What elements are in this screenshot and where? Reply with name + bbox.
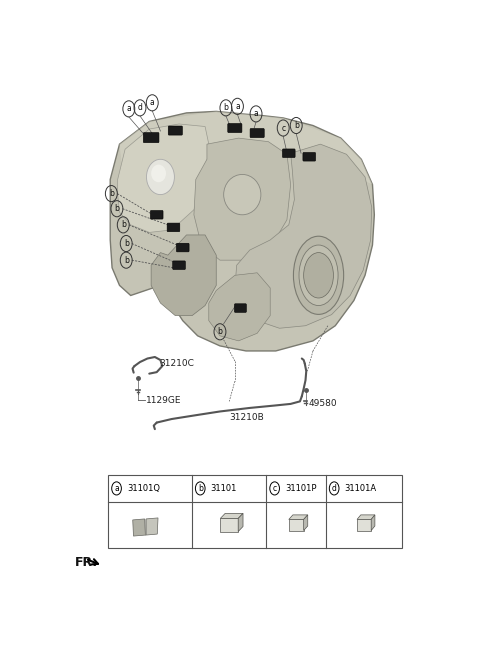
Text: b: b — [124, 255, 129, 265]
Ellipse shape — [293, 236, 344, 314]
FancyBboxPatch shape — [282, 149, 295, 158]
Polygon shape — [238, 514, 243, 531]
Text: b: b — [114, 204, 120, 214]
Text: c: c — [281, 124, 285, 132]
Text: a: a — [114, 484, 119, 493]
Text: 49580: 49580 — [309, 400, 337, 409]
Text: a: a — [126, 104, 131, 113]
Text: 31210B: 31210B — [229, 413, 264, 422]
Polygon shape — [151, 235, 216, 316]
Ellipse shape — [224, 174, 261, 215]
Polygon shape — [209, 272, 270, 341]
Polygon shape — [110, 111, 374, 351]
Text: b: b — [198, 484, 203, 493]
Text: b: b — [109, 189, 114, 198]
Text: a: a — [235, 102, 240, 111]
FancyBboxPatch shape — [144, 132, 159, 143]
Text: b: b — [217, 328, 222, 336]
Text: b: b — [121, 220, 126, 229]
Text: 31101Q: 31101Q — [127, 484, 160, 493]
Ellipse shape — [146, 159, 174, 195]
FancyBboxPatch shape — [150, 210, 163, 219]
FancyBboxPatch shape — [167, 223, 180, 232]
Text: FR.: FR. — [75, 556, 98, 569]
Text: 31101: 31101 — [211, 484, 237, 493]
Polygon shape — [235, 144, 372, 328]
FancyBboxPatch shape — [168, 126, 182, 135]
FancyBboxPatch shape — [303, 153, 315, 161]
Ellipse shape — [304, 253, 334, 298]
Text: a: a — [150, 98, 155, 107]
Text: b: b — [294, 121, 299, 130]
Text: 31210C: 31210C — [160, 358, 194, 367]
Text: a: a — [253, 109, 258, 119]
Polygon shape — [194, 138, 290, 260]
Text: 1129GE: 1129GE — [146, 396, 182, 405]
Polygon shape — [120, 111, 372, 185]
Text: d: d — [138, 103, 143, 113]
Ellipse shape — [299, 245, 338, 305]
Polygon shape — [289, 519, 304, 531]
FancyBboxPatch shape — [234, 304, 246, 312]
Polygon shape — [371, 515, 375, 531]
Polygon shape — [304, 515, 308, 531]
FancyBboxPatch shape — [250, 128, 264, 138]
FancyBboxPatch shape — [177, 243, 189, 252]
Polygon shape — [146, 518, 158, 535]
Polygon shape — [133, 519, 145, 536]
FancyBboxPatch shape — [228, 124, 242, 132]
Polygon shape — [220, 518, 238, 531]
Polygon shape — [289, 515, 308, 519]
Ellipse shape — [151, 164, 166, 182]
Text: 31101P: 31101P — [285, 484, 317, 493]
Text: c: c — [273, 484, 276, 493]
Polygon shape — [357, 515, 375, 519]
Text: b: b — [224, 103, 228, 113]
Polygon shape — [357, 519, 371, 531]
Bar — [108, 474, 402, 548]
Text: 31101A: 31101A — [345, 484, 377, 493]
Polygon shape — [220, 514, 243, 518]
Text: b: b — [124, 239, 129, 248]
FancyBboxPatch shape — [173, 261, 185, 269]
Text: d: d — [332, 484, 336, 493]
Polygon shape — [118, 124, 209, 233]
